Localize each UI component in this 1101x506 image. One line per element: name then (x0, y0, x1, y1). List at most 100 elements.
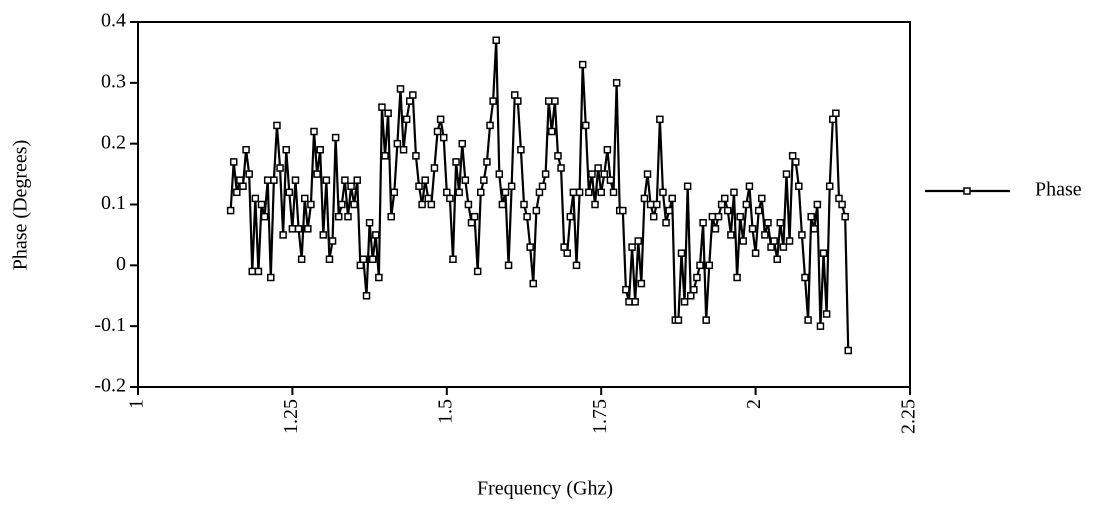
data-marker (251, 194, 260, 203)
data-marker (578, 60, 587, 69)
data-marker (810, 225, 819, 233)
data-marker (473, 267, 482, 276)
data-marker (510, 91, 519, 99)
data-marker (229, 158, 238, 166)
y-tick-label: -0.1 (94, 314, 126, 336)
data-marker (699, 219, 707, 227)
x-tick-label: 1.25 (280, 399, 302, 434)
x-tick-label: 1.5 (434, 399, 456, 424)
data-marker (412, 152, 420, 160)
data-marker (588, 170, 596, 178)
data-marker (829, 115, 837, 124)
data-marker (532, 206, 541, 215)
y-tick-label: 0.3 (101, 70, 126, 92)
data-marker (764, 219, 772, 227)
data-marker (331, 133, 340, 142)
data-marker (696, 261, 704, 270)
data-marker (724, 206, 732, 215)
data-marker (730, 188, 738, 197)
x-axis-label: Frequency (Ghz) (477, 478, 613, 500)
data-marker (665, 206, 673, 215)
data-marker (653, 200, 661, 209)
data-marker (838, 200, 846, 209)
data-marker (344, 212, 352, 221)
data-marker (402, 115, 411, 124)
data-marker (563, 249, 571, 257)
data-marker (316, 146, 324, 154)
data-marker (628, 243, 636, 251)
data-marker (304, 225, 312, 233)
data-marker (393, 139, 402, 148)
data-marker (307, 200, 315, 209)
data-marker (233, 188, 241, 197)
data-marker (677, 249, 686, 257)
data-marker (270, 176, 278, 184)
data-marker (795, 182, 803, 190)
data-marker (350, 200, 358, 209)
data-marker (582, 121, 590, 130)
data-marker (785, 237, 794, 245)
data-marker (788, 152, 797, 160)
data-marker (381, 152, 389, 160)
data-marker (717, 200, 726, 209)
data-marker (733, 273, 741, 282)
data-marker (319, 231, 328, 239)
data-marker (288, 225, 297, 233)
data-marker (310, 127, 318, 136)
y-tick-label: 0.4 (101, 10, 126, 32)
data-marker (575, 188, 584, 197)
data-marker (449, 255, 457, 263)
data-marker (356, 261, 365, 270)
data-marker (637, 279, 646, 288)
data-marker (263, 176, 272, 184)
data-marker (477, 188, 485, 197)
data-marker (276, 164, 284, 172)
data-marker (529, 279, 538, 288)
data-marker (832, 109, 840, 117)
data-marker (470, 212, 479, 221)
data-marker (526, 243, 534, 251)
data-marker (439, 133, 448, 142)
data-marker (736, 212, 744, 221)
data-marker (523, 212, 531, 221)
data-marker (399, 146, 408, 154)
data-marker (625, 298, 633, 306)
data-marker (418, 200, 426, 209)
data-marker (825, 182, 834, 190)
data-marker (597, 188, 605, 197)
data-marker (705, 261, 714, 270)
x-tick-label: 1 (126, 399, 148, 409)
data-marker (631, 298, 639, 306)
data-marker (649, 212, 658, 221)
data-marker (372, 231, 380, 239)
x-tick-label: 2 (743, 399, 765, 409)
data-marker (841, 212, 849, 221)
data-marker (622, 285, 630, 294)
data-marker (409, 91, 417, 99)
data-marker (612, 79, 621, 87)
data-marker (693, 273, 701, 282)
data-marker (659, 188, 667, 197)
data-marker (680, 298, 689, 306)
data-marker (514, 97, 522, 105)
data-marker (776, 219, 785, 227)
data-marker (569, 188, 578, 197)
data-marker (538, 182, 547, 190)
data-marker (714, 212, 723, 221)
data-marker (683, 182, 692, 190)
data-marker (498, 200, 507, 209)
data-marker (353, 176, 361, 184)
data-marker (430, 164, 439, 172)
data-marker (720, 194, 729, 203)
data-marker (483, 158, 491, 166)
data-marker (405, 97, 414, 105)
data-marker (798, 231, 806, 239)
data-marker (273, 121, 281, 130)
data-marker (551, 97, 559, 105)
legend-label: Phase (1035, 179, 1082, 201)
data-marker (541, 170, 550, 178)
data-marker (313, 170, 321, 178)
data-marker (819, 249, 828, 257)
data-marker (334, 212, 343, 221)
data-marker (467, 219, 476, 227)
